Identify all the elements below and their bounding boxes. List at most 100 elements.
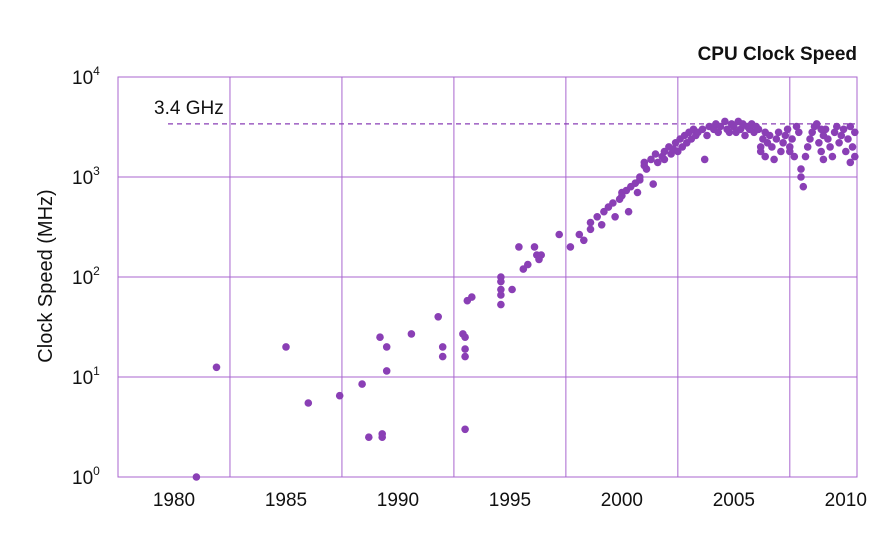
reference-line-group: 3.4 GHz xyxy=(154,98,855,125)
x-tick-label: 2010 xyxy=(825,490,867,511)
data-point xyxy=(844,135,852,143)
data-point xyxy=(515,243,523,251)
data-point xyxy=(848,143,857,151)
data-point xyxy=(851,152,859,161)
reference-line-label: 3.4 GHz xyxy=(154,98,224,119)
y-tick-label: 100 xyxy=(72,464,100,489)
data-point xyxy=(508,285,516,294)
grid xyxy=(117,76,858,478)
data-point xyxy=(725,128,734,137)
data-point xyxy=(609,199,617,207)
data-point xyxy=(842,147,850,156)
data-point xyxy=(497,277,505,286)
data-point xyxy=(647,155,655,164)
data-point xyxy=(795,128,803,137)
data-point xyxy=(335,391,344,400)
data-point xyxy=(851,128,859,137)
data-point xyxy=(788,135,796,143)
x-tick-label: 2000 xyxy=(601,490,643,511)
y-tick-label: 104 xyxy=(72,64,100,89)
data-point xyxy=(790,152,799,161)
data-point xyxy=(382,367,391,375)
data-point xyxy=(434,313,443,321)
data-point xyxy=(461,425,469,434)
chart-title: CPU Clock Speed xyxy=(698,44,857,65)
x-tick-label: 1980 xyxy=(153,490,195,511)
data-point xyxy=(192,473,201,481)
data-point xyxy=(714,128,722,137)
data-point xyxy=(461,345,469,353)
x-tick-label: 2005 xyxy=(713,490,755,511)
data-point xyxy=(772,135,781,143)
data-point xyxy=(593,213,601,221)
data-point xyxy=(575,230,584,239)
data-points xyxy=(192,117,859,481)
data-point xyxy=(461,352,469,361)
data-point xyxy=(468,293,476,301)
data-point xyxy=(817,147,825,156)
data-point xyxy=(846,122,855,131)
data-point xyxy=(497,291,505,299)
x-tick-labels: 1980 1985 1990 1995 2000 2005 2010 xyxy=(153,490,867,511)
data-point xyxy=(358,380,366,388)
data-point xyxy=(698,125,707,134)
data-point xyxy=(633,188,642,197)
data-point xyxy=(803,143,812,151)
data-point xyxy=(824,135,832,143)
data-point xyxy=(586,218,595,227)
data-point xyxy=(497,285,505,294)
data-point xyxy=(756,147,765,156)
data-point xyxy=(797,165,805,173)
data-point xyxy=(624,207,633,216)
data-point xyxy=(566,243,575,251)
y-tick-labels: 100 101 102 103 104 xyxy=(72,64,100,489)
data-point xyxy=(786,147,794,156)
y-tick-label: 103 xyxy=(72,164,100,189)
data-point xyxy=(774,128,783,137)
y-tick-label: 102 xyxy=(72,264,100,289)
data-point xyxy=(365,433,373,442)
data-point xyxy=(537,251,545,259)
data-point xyxy=(828,152,837,161)
y-axis-title: Clock Speed (MHz) xyxy=(35,189,57,362)
data-point xyxy=(721,117,729,126)
data-point xyxy=(660,155,669,164)
data-point xyxy=(597,221,606,229)
data-point xyxy=(611,213,619,221)
data-point xyxy=(555,230,563,239)
data-point xyxy=(837,131,846,140)
data-point xyxy=(407,330,416,338)
data-point xyxy=(808,128,816,137)
data-point xyxy=(833,122,841,131)
x-tick-label: 1985 xyxy=(265,490,307,511)
data-point xyxy=(806,135,814,143)
data-point xyxy=(653,158,662,167)
data-point xyxy=(754,125,763,134)
data-point xyxy=(438,343,447,351)
data-point xyxy=(642,165,651,173)
data-point xyxy=(376,333,384,342)
data-point xyxy=(817,125,825,134)
data-point xyxy=(797,173,805,181)
data-point xyxy=(304,399,313,407)
data-point xyxy=(700,155,709,164)
data-point xyxy=(730,122,738,131)
data-point xyxy=(524,260,532,269)
data-point xyxy=(815,139,823,147)
data-point xyxy=(783,125,792,134)
data-point xyxy=(703,131,711,140)
data-point xyxy=(768,143,776,151)
data-point xyxy=(382,343,391,351)
data-point xyxy=(826,143,834,151)
data-point xyxy=(792,122,801,131)
data-point xyxy=(636,173,644,181)
data-point xyxy=(530,243,539,251)
data-point xyxy=(716,122,725,131)
data-point xyxy=(830,128,839,137)
data-point xyxy=(761,152,769,161)
data-point xyxy=(801,152,810,161)
data-point xyxy=(812,120,821,128)
data-point xyxy=(649,180,657,188)
data-point xyxy=(839,125,848,134)
